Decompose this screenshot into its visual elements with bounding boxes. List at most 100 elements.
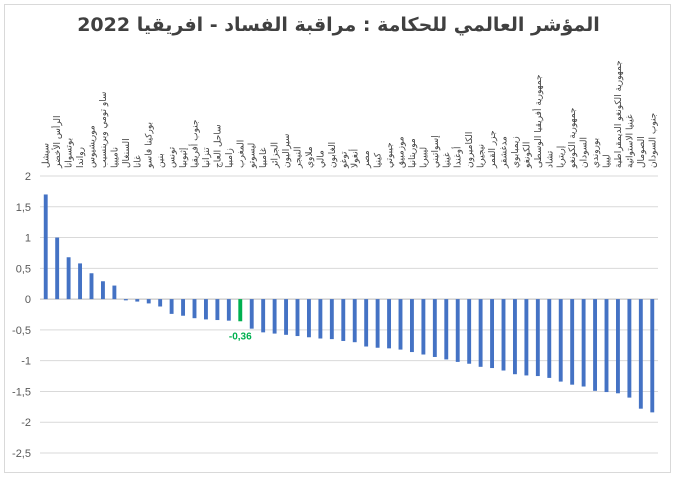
x-axis-labels: سيشل الرأس الأخضر بوتسوانا رواندا موريشيوس سا…	[42, 60, 659, 169]
x-tick-label: كينيا	[374, 152, 384, 168]
bar	[581, 299, 586, 387]
bar	[444, 299, 449, 360]
x-tick-label: سيشل	[42, 143, 52, 168]
bar	[490, 299, 495, 369]
bar	[524, 299, 529, 376]
bar	[615, 299, 620, 394]
bars	[43, 194, 655, 413]
x-tick-label: جيبوتي	[385, 142, 395, 168]
chart-title: المؤشر العالمي للحكامة : مراقبة الفساد -…	[77, 14, 600, 36]
y-tick-label: 0	[25, 294, 31, 306]
x-tick-label: السودان	[580, 137, 590, 168]
data-labels: -0,36	[229, 331, 252, 342]
bar	[570, 299, 575, 385]
x-tick-label: ناميبيا	[110, 147, 120, 168]
x-tick-label: بوروندي	[591, 138, 601, 168]
bar	[364, 299, 369, 347]
bar	[135, 299, 140, 302]
x-tick-label: إريتريا	[557, 146, 567, 168]
bar	[432, 299, 437, 357]
bar	[43, 194, 48, 300]
bar	[318, 299, 323, 339]
bar	[55, 237, 60, 300]
x-tick-label: ساحل العاج	[213, 124, 223, 168]
bar	[604, 299, 609, 393]
x-tick-label: ملاوي	[305, 146, 315, 168]
bar	[169, 299, 174, 314]
bar	[158, 299, 163, 307]
bar	[192, 299, 197, 319]
x-tick-label: سيراليون	[282, 134, 292, 168]
chart-frame	[4, 4, 671, 473]
x-tick-label: جزر القمر	[488, 130, 498, 169]
x-tick-label: موزمبيق	[397, 136, 407, 168]
x-tick-label: تنزانيا	[202, 147, 212, 168]
x-tick-label: الجزائر	[271, 142, 281, 169]
x-tick-label: غينيا الاستوائية	[625, 114, 635, 168]
x-tick-label: مصر	[362, 150, 372, 169]
bar	[535, 299, 540, 377]
bar	[112, 285, 117, 300]
x-tick-label: جنوب أفريقيا	[189, 119, 201, 168]
bar	[341, 299, 346, 341]
bar	[478, 299, 483, 367]
y-tick-label: 1	[25, 233, 31, 245]
x-tick-label: ليبيريا	[419, 147, 429, 168]
x-tick-label: بوتسوانا	[65, 138, 75, 168]
x-tick-label: مالي	[316, 150, 326, 168]
bar	[387, 299, 392, 349]
x-tick-label: إثيوبيا	[179, 148, 189, 168]
x-tick-label: زيمبابوي	[511, 136, 521, 168]
x-tick-label: إسواتيني	[431, 135, 441, 168]
bar	[329, 299, 334, 340]
y-tick-label: -2	[21, 417, 31, 429]
bar	[295, 299, 300, 337]
x-tick-label: جمهورية الكونغو	[568, 108, 578, 169]
y-tick-label: -1	[21, 356, 31, 368]
x-tick-label: جمهورية الكونغو الديمقراطية	[614, 60, 624, 168]
y-tick-label: -0,5	[12, 325, 31, 337]
bar	[306, 299, 311, 338]
bar	[467, 299, 472, 364]
bar	[66, 257, 71, 300]
x-tick-label: ليبيا	[603, 154, 613, 168]
x-tick-label: غانا	[133, 155, 143, 168]
bar	[593, 299, 598, 391]
x-tick-label: الصومال	[637, 136, 647, 168]
data-label: -0,36	[229, 331, 252, 342]
bar	[238, 299, 243, 322]
x-tick-label: تونس	[168, 146, 178, 168]
x-tick-label: الكاميرون	[465, 132, 475, 168]
bar	[638, 299, 643, 409]
x-tick-label: نيجيريا	[477, 144, 487, 168]
bar	[203, 299, 208, 320]
bar	[226, 299, 231, 321]
bar	[181, 299, 186, 316]
x-tick-label: موريتانيا	[408, 138, 418, 168]
x-tick-label: مدغشقر	[500, 136, 510, 169]
y-tick-label: 0,5	[16, 263, 31, 275]
x-tick-label: الرأس الأخضر	[51, 115, 63, 169]
bar	[272, 299, 277, 334]
x-tick-label: غامبيا	[259, 147, 269, 168]
bar	[409, 299, 414, 353]
bar	[89, 273, 94, 300]
bar	[650, 299, 655, 413]
x-tick-label: بوركينا فاسو	[145, 122, 155, 169]
bar	[375, 299, 380, 348]
x-tick-label: أوغندا	[452, 147, 464, 169]
x-tick-label: النيجر	[294, 147, 304, 169]
bar	[558, 299, 563, 382]
x-tick-label: توغو	[339, 151, 349, 169]
y-tick-label: -1,5	[12, 386, 31, 398]
y-axis: 2 1,5 1 0,5 0 -0,5 -1 -1,5 -2 -2,5	[12, 171, 31, 460]
bar	[627, 299, 632, 398]
bar	[100, 281, 105, 300]
bar	[249, 299, 254, 329]
x-tick-label: الكونغو	[522, 142, 532, 169]
bar	[123, 299, 128, 301]
bar	[215, 299, 220, 321]
x-tick-label: بنين	[156, 153, 166, 168]
bar	[146, 299, 151, 304]
x-tick-label: موريشيوس	[88, 125, 98, 168]
